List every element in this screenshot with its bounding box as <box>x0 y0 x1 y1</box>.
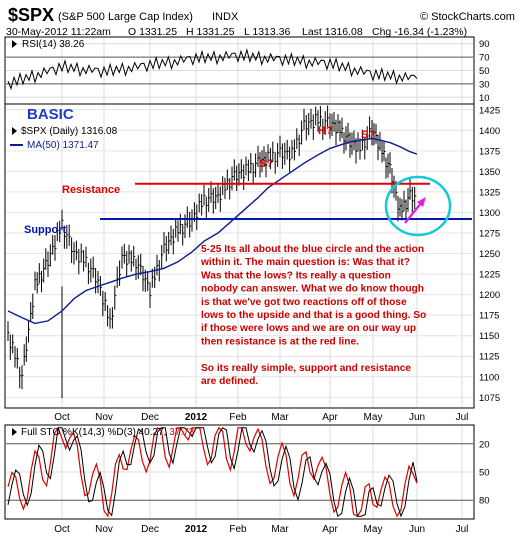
annotation-line: Was that the lows? Its really a question <box>201 270 391 281</box>
quote-high: H 1331.25 <box>186 26 235 38</box>
annotation-line: are defined. <box>201 376 258 387</box>
rsi-tick-label: 70 <box>479 53 490 64</box>
price-tick-label: 1350 <box>479 167 500 178</box>
x-axis-label: Mar <box>271 412 289 423</box>
sto-chart <box>7 426 418 518</box>
price-tick-label: 1200 <box>479 290 500 301</box>
annotation-line: So its really simple, support and resist… <box>201 363 411 374</box>
x-axis-label: Oct <box>54 412 70 423</box>
quote-date: 30-May-2012 11:22am <box>6 26 111 38</box>
rsi-tick-label: 50 <box>479 66 490 77</box>
sto-tick-label: 20 <box>479 439 490 450</box>
price-tick-label: 1375 <box>479 146 500 157</box>
resistance-label: Resistance <box>62 184 120 196</box>
annotation-line: 5-25 Its all about the blue circle and t… <box>201 244 424 255</box>
trend-arrowhead <box>417 197 426 207</box>
x-axis-label: 2012 <box>185 524 208 535</box>
rsi-label: RSI(14) 38.26 <box>22 39 85 50</box>
price-tick-label: 1400 <box>479 126 500 137</box>
price-legend: $SPX (Daily) 1316.08 MA(50) 1371.47 <box>10 126 118 151</box>
sto-label: Full STO %K(14,3) %D(3) 40.27, 37.73 <box>21 427 195 438</box>
grid-lines <box>6 38 473 518</box>
price-tick-label: 1100 <box>479 372 499 383</box>
price-legend-marker <box>12 127 17 135</box>
ma-label: MA(50) 1371.47 <box>27 140 99 151</box>
sto-legend: Full STO %K(14,3) %D(3) 40.27, 37.73 <box>12 427 195 438</box>
rsi-chart <box>7 48 418 91</box>
shoulder-right-label: S? <box>361 129 375 141</box>
head-label: H? <box>318 125 333 137</box>
x-axis-label: Jun <box>409 524 425 535</box>
rsi-tick-label: 90 <box>479 39 490 50</box>
price-tick-label: 1125 <box>479 352 499 363</box>
x-axis-label: Feb <box>229 412 247 423</box>
symbol: $SPX <box>8 5 54 25</box>
x-axis-label: May <box>364 524 383 535</box>
price-tick-label: 1250 <box>479 249 500 260</box>
sto-tick-label: 80 <box>479 496 490 507</box>
price-tick-label: 1325 <box>479 187 500 198</box>
sto-d-line <box>7 426 418 518</box>
price-chart <box>7 105 472 399</box>
brand: © StockCharts.com <box>420 11 515 23</box>
rsi-tick-label: 30 <box>479 79 490 90</box>
annotation-line: then resistance is at the red line. <box>201 336 359 347</box>
x-axis-label: Apr <box>322 412 338 423</box>
x-axis-label: Nov <box>95 524 113 535</box>
sto-tick-label: 50 <box>479 468 490 479</box>
rsi-legend-marker <box>12 40 17 48</box>
focus-circle <box>384 175 452 237</box>
rsi-line <box>7 48 418 91</box>
price-tick-label: 1150 <box>479 331 499 342</box>
x-axis-label: Feb <box>229 524 247 535</box>
rsi-legend: RSI(14) 38.26 <box>12 39 85 50</box>
annotation-line: nobody can answer. What we do know thoug… <box>201 284 424 295</box>
price-tick-label: 1300 <box>479 208 500 219</box>
x-axis-label: Apr <box>322 524 338 535</box>
x-axis-label: Dec <box>141 412 159 423</box>
exchange: INDX <box>212 11 239 23</box>
price-tick-label: 1275 <box>479 228 500 239</box>
price-tick-label: 1425 <box>479 105 500 116</box>
support-label: Support <box>24 224 66 236</box>
index-name: (S&P 500 Large Cap Index) <box>58 11 193 23</box>
quote-last: Last 1316.08 <box>302 26 363 38</box>
annotation-line: lows to the upside and that is a good th… <box>201 310 426 321</box>
trend-arrow-line <box>404 201 423 224</box>
x-axis-label: 2012 <box>185 412 208 423</box>
series-label: $SPX (Daily) 1316.08 <box>21 126 118 137</box>
quote-open: O 1331.25 <box>128 26 177 38</box>
sto-k-line <box>7 427 418 518</box>
x-axis-label: Nov <box>95 412 113 423</box>
quote-low: L 1313.36 <box>244 26 290 38</box>
price-tick-label: 1225 <box>479 270 500 281</box>
sto-label-prefix: Full STO %K(14,3) %D(3) 40.27, <box>21 427 166 438</box>
x-axis-label: Jun <box>409 412 425 423</box>
x-axis-label: Dec <box>141 524 159 535</box>
annotation-text: 5-25 Its all about the blue circle and t… <box>200 244 426 387</box>
ma-line <box>7 137 418 325</box>
x-axis-label: Jul <box>456 524 469 535</box>
sto-legend-marker <box>12 428 17 436</box>
axis-labels: 10 30 50 70 90 1075 1100 1125 1150 1175 1200 1225 12… <box>54 39 500 535</box>
sto-label-d: 37.73 <box>169 427 194 438</box>
quote-change: Chg -16.34 (-1.23%) <box>372 26 467 38</box>
annotation-line: if those were lows and we are on our way… <box>201 323 416 334</box>
annotation-line: within it. The main question is: Was tha… <box>200 257 410 268</box>
x-axis-label: Oct <box>54 524 70 535</box>
rsi-tick-label: 10 <box>479 93 490 104</box>
price-tick-label: 1175 <box>479 311 499 322</box>
price-tick-label: 1075 <box>479 393 500 404</box>
x-axis-label: May <box>364 412 383 423</box>
basic-label: BASIC <box>27 106 74 123</box>
x-axis-label: Jul <box>456 412 469 423</box>
shoulder-left-label: S? <box>259 158 273 170</box>
x-axis-label: Mar <box>271 524 289 535</box>
annotation-line: is that we've got two reactions off of t… <box>201 297 407 308</box>
